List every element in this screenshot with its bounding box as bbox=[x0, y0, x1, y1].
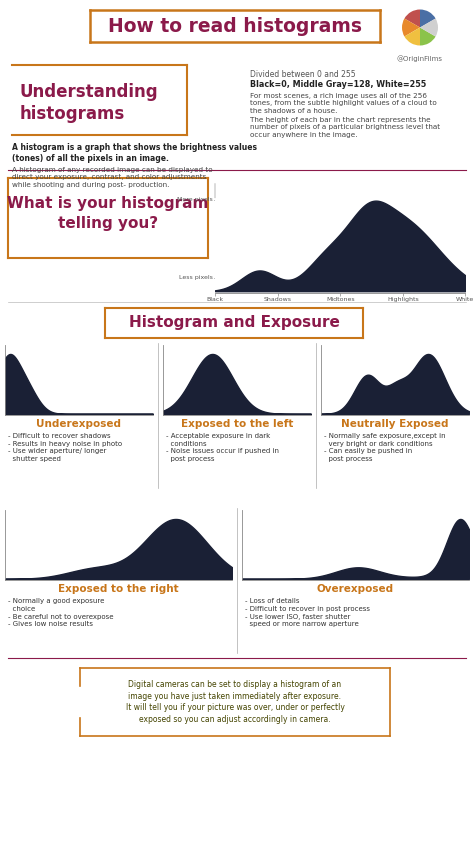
Wedge shape bbox=[402, 19, 420, 36]
Wedge shape bbox=[420, 9, 436, 28]
Text: Histogram and Exposure: Histogram and Exposure bbox=[128, 316, 339, 331]
Text: The height of each bar in the chart represents the
number of pixels of a particu: The height of each bar in the chart repr… bbox=[250, 117, 440, 138]
Wedge shape bbox=[404, 9, 420, 28]
Text: Understanding
histograms: Understanding histograms bbox=[20, 83, 159, 123]
Text: Overexposed: Overexposed bbox=[317, 584, 394, 594]
Text: - Normally a good exposure
  choice
- Be careful not to overexpose
- Gives low n: - Normally a good exposure choice - Be c… bbox=[8, 598, 113, 627]
Text: - Normally safe exposure,except in
  very bright or dark conditions
- Can easily: - Normally safe exposure,except in very … bbox=[324, 433, 446, 462]
Text: Exposed to the right: Exposed to the right bbox=[58, 584, 179, 594]
Text: For most scenes, a rich image uses all of the 256
tones, from the subtle highlig: For most scenes, a rich image uses all o… bbox=[250, 93, 437, 114]
Text: A histogram is a graph that shows the brightness values
(tones) of all the pixel: A histogram is a graph that shows the br… bbox=[12, 143, 257, 163]
Text: Black=0, Middle Gray=128, White=255: Black=0, Middle Gray=128, White=255 bbox=[250, 80, 426, 89]
Wedge shape bbox=[404, 28, 420, 45]
Text: Underexposed: Underexposed bbox=[36, 419, 121, 429]
Text: @OriginFilms: @OriginFilms bbox=[397, 55, 443, 61]
Text: Divided between 0 and 255: Divided between 0 and 255 bbox=[250, 70, 356, 79]
Wedge shape bbox=[420, 19, 438, 36]
Text: More pixels: More pixels bbox=[177, 198, 213, 202]
Text: Less pixels: Less pixels bbox=[179, 275, 213, 280]
Text: How to read histograms: How to read histograms bbox=[108, 17, 362, 35]
Text: - Difficult to recover shadows
- Results in heavy noise in photo
- Use wider ape: - Difficult to recover shadows - Results… bbox=[8, 433, 122, 462]
Text: Neutrally Exposed: Neutrally Exposed bbox=[341, 419, 449, 429]
Text: - Acceptable exposure in dark
  conditions
- Noise issues occur if pushed in
  p: - Acceptable exposure in dark conditions… bbox=[166, 433, 279, 462]
Wedge shape bbox=[420, 28, 436, 45]
Text: Digital cameras can be set to display a histogram of an
image you have just take: Digital cameras can be set to display a … bbox=[126, 679, 345, 724]
Text: A histogram of any recorded image can be displayed to
direct your exposure, cont: A histogram of any recorded image can be… bbox=[12, 167, 213, 188]
Text: Exposed to the left: Exposed to the left bbox=[181, 419, 293, 429]
Text: What is your histogram
telling you?: What is your histogram telling you? bbox=[7, 196, 209, 231]
Text: - Loss of details
- Difficult to recover in post process
- Use lower ISO, faster: - Loss of details - Difficult to recover… bbox=[245, 598, 370, 627]
